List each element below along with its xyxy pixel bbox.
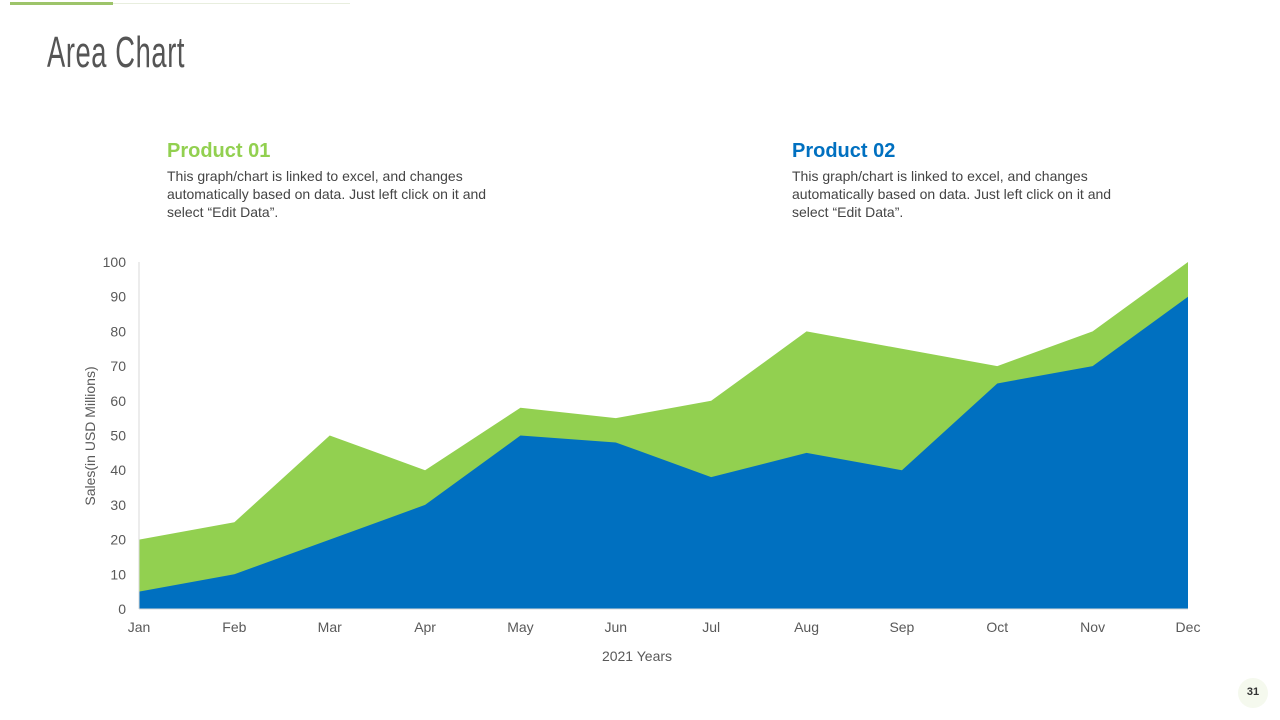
x-tick-label: Apr xyxy=(414,619,436,635)
x-tick-label: Mar xyxy=(318,619,342,635)
page-title: Area Chart xyxy=(47,28,186,77)
y-tick-label: 50 xyxy=(110,428,126,444)
y-tick-label: 70 xyxy=(110,358,126,374)
y-tick-label: 10 xyxy=(110,566,126,582)
x-tick-label: May xyxy=(507,619,533,635)
page-number: 31 xyxy=(1238,678,1268,708)
x-tick-label: Nov xyxy=(1080,619,1105,635)
top-accent-bar xyxy=(10,2,113,5)
y-tick-label: 0 xyxy=(118,601,126,617)
y-tick-label: 90 xyxy=(110,289,126,305)
y-tick-label: 100 xyxy=(103,254,127,270)
y-tick-label: 20 xyxy=(110,532,126,548)
product-02-description: This graph/chart is linked to excel, and… xyxy=(792,168,1112,220)
x-tick-label: Sep xyxy=(889,619,914,635)
product-01-description: This graph/chart is linked to excel, and… xyxy=(167,168,487,220)
x-tick-label: Oct xyxy=(986,619,1008,635)
x-tick-label: Jun xyxy=(605,619,628,635)
y-tick-label: 80 xyxy=(110,323,126,339)
product-02-title: Product 02 xyxy=(792,140,896,162)
x-tick-label: Aug xyxy=(794,619,819,635)
x-tick-label: Dec xyxy=(1176,619,1201,635)
y-tick-label: 40 xyxy=(110,462,126,478)
x-tick-label: Jan xyxy=(128,619,151,635)
x-tick-label: Jul xyxy=(702,619,720,635)
product-01-title: Product 01 xyxy=(167,140,271,162)
y-tick-label: 30 xyxy=(110,497,126,513)
y-tick-label: 60 xyxy=(110,393,126,409)
x-axis-title: 2021 Years xyxy=(602,648,672,664)
y-axis-title: Sales(in USD Millions) xyxy=(82,366,98,505)
area-series-2 xyxy=(139,296,1188,609)
product-02-block: Product 02 This graph/chart is linked to… xyxy=(792,140,1122,221)
x-tick-label: Feb xyxy=(222,619,246,635)
top-divider xyxy=(10,3,350,4)
product-01-block: Product 01 This graph/chart is linked to… xyxy=(167,140,497,221)
